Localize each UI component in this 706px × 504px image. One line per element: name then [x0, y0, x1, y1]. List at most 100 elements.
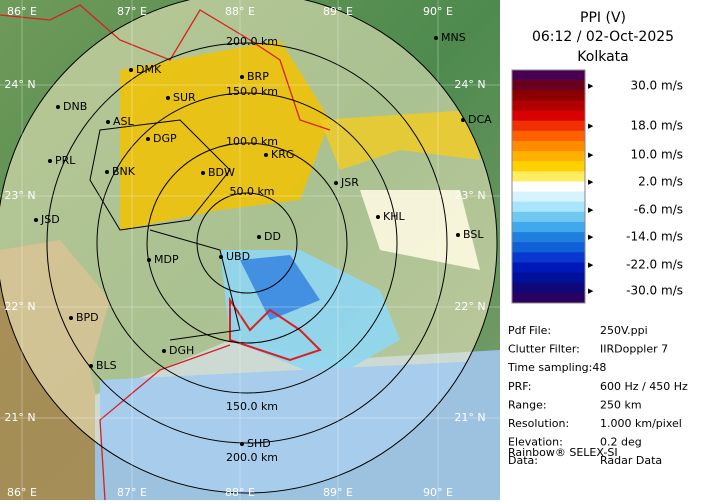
- legend-arrow: ▶: [588, 178, 594, 186]
- range-label: 100.0 km: [226, 135, 278, 148]
- legend-label: -30.0 m/s: [626, 284, 683, 298]
- meta-value: 1.000 km/pixel: [600, 417, 682, 430]
- legend-arrow: ▶: [588, 122, 594, 130]
- longitude-label: 87° E: [117, 486, 147, 499]
- legend-arrow: ▶: [588, 151, 594, 159]
- color-step: [512, 242, 585, 253]
- meta-label: Data:: [508, 454, 538, 467]
- color-step: [512, 161, 585, 172]
- latitude-label: 22° N: [454, 300, 485, 313]
- city-dot: [89, 364, 93, 368]
- color-step: [512, 262, 585, 274]
- city-dot: [105, 170, 109, 174]
- color-step: [512, 90, 585, 101]
- city-dot: [219, 255, 223, 259]
- city-label: PRL: [55, 154, 76, 167]
- city-dot: [334, 181, 338, 185]
- meta-value: 0.2 deg: [600, 436, 642, 449]
- meta-label: Range:: [508, 398, 547, 411]
- latitude-label: 21° N: [4, 411, 35, 424]
- city-dot: [257, 235, 261, 239]
- city-dot: [456, 233, 460, 237]
- header-text: PPI (V): [580, 10, 626, 26]
- city-dot: [201, 171, 205, 175]
- city-dot: [146, 137, 150, 141]
- color-step: [512, 100, 585, 112]
- meta-label: PRF:: [508, 380, 531, 393]
- city-label: BSL: [463, 228, 484, 241]
- legend-arrow: ▶: [588, 82, 594, 90]
- city-label: DGP: [153, 132, 177, 145]
- city-label: UBD: [226, 250, 250, 263]
- header-text: 06:12 / 02-Oct-2025: [532, 29, 674, 45]
- city-label: KRG: [271, 148, 294, 161]
- city-label: MDP: [154, 253, 179, 266]
- meta-label: Clutter Filter:: [508, 343, 580, 356]
- meta-label: Elevation:: [508, 436, 563, 449]
- color-step: [512, 201, 585, 213]
- legend-label: 10.0 m/s: [630, 148, 683, 162]
- latitude-label: 24° N: [454, 78, 485, 91]
- color-step: [512, 211, 585, 223]
- legend-arrow: ▶: [588, 233, 594, 241]
- longitude-label: 88° E: [225, 486, 255, 499]
- map: [0, 0, 500, 501]
- city-label: DD: [264, 230, 281, 243]
- city-dot: [106, 120, 110, 124]
- city-dot: [240, 442, 244, 446]
- color-step: [512, 252, 585, 263]
- city-label: DNB: [63, 100, 87, 113]
- longitude-label: 87° E: [117, 5, 147, 18]
- city-label: MNS: [441, 31, 466, 44]
- color-step: [512, 221, 585, 233]
- color-step: [512, 80, 585, 91]
- legend-label: -14.0 m/s: [626, 230, 683, 244]
- longitude-label: 89° E: [323, 486, 353, 499]
- color-step: [512, 110, 585, 122]
- city-dot: [56, 105, 60, 109]
- legend-arrow: ▶: [588, 206, 594, 214]
- range-label: 150.0 km: [226, 85, 278, 98]
- longitude-label: 89° E: [323, 5, 353, 18]
- color-step: [512, 232, 585, 243]
- legend-label: -22.0 m/s: [626, 258, 683, 272]
- city-dot: [434, 36, 438, 40]
- colorbar-frame: [511, 69, 586, 304]
- city-label: BDW: [208, 166, 235, 179]
- city-label: BLS: [96, 359, 117, 372]
- meta-value: Radar Data: [600, 454, 662, 467]
- legend-label: 30.0 m/s: [630, 79, 683, 93]
- city-dot: [129, 68, 133, 72]
- range-label: 200.0 km: [226, 35, 278, 48]
- color-step: [512, 191, 585, 203]
- latitude-label: 24° N: [4, 78, 35, 91]
- city-dot: [34, 218, 38, 222]
- city-label: BPD: [76, 311, 99, 324]
- color-step: [512, 130, 585, 142]
- latitude-label: 22° N: [4, 300, 35, 313]
- city-dot: [162, 349, 166, 353]
- city-label: SUR: [173, 91, 196, 104]
- color-step: [512, 120, 585, 132]
- longitude-label: 86° E: [7, 486, 37, 499]
- color-step: [512, 140, 585, 152]
- legend-label: 2.0 m/s: [638, 175, 683, 189]
- city-label: DGH: [169, 344, 194, 357]
- legend-arrow: ▶: [588, 261, 594, 269]
- legend-label: -6.0 m/s: [634, 203, 683, 217]
- city-dot: [376, 215, 380, 219]
- header-text: Kolkata: [577, 49, 628, 65]
- city-label: ASL: [113, 115, 135, 128]
- color-step: [512, 171, 585, 182]
- color-step: [512, 181, 585, 193]
- city-label: DCA: [468, 113, 492, 126]
- longitude-label: 86° E: [7, 5, 37, 18]
- city-label: KHL: [383, 210, 405, 223]
- range-label: 50.0 km: [229, 185, 274, 198]
- city-dot: [147, 258, 151, 262]
- longitude-label: 88° E: [225, 5, 255, 18]
- city-label: BNK: [112, 165, 136, 178]
- legend-arrow: ▶: [588, 287, 594, 295]
- meta-label: Pdf File:: [508, 324, 551, 337]
- meta-value: 48: [592, 361, 606, 374]
